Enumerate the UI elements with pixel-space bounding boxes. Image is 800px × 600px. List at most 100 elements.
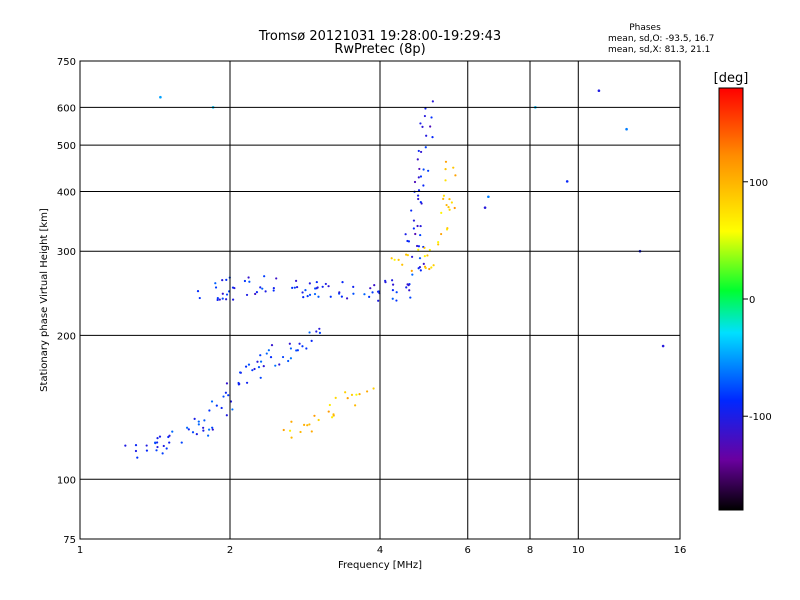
data-point	[321, 285, 324, 288]
colorbar-ticks: 100 0 -100	[743, 178, 772, 423]
data-point	[244, 365, 248, 368]
data-point	[405, 286, 408, 289]
data-point	[428, 248, 431, 252]
data-point	[156, 441, 159, 444]
data-point	[221, 279, 224, 282]
data-point	[290, 436, 293, 439]
data-point	[308, 293, 312, 296]
data-point	[259, 376, 262, 379]
stats-o-line: mean, sd,O: -93.5, 16.7	[608, 34, 714, 44]
data-point	[243, 279, 247, 283]
data-point	[425, 134, 428, 137]
grid	[80, 61, 680, 539]
data-point	[416, 194, 420, 197]
colorbar-tick-label: -100	[749, 412, 772, 423]
data-point	[187, 428, 190, 431]
x-axis-label: Frequency [MHz]	[338, 560, 422, 571]
data-point	[410, 255, 414, 258]
data-point	[216, 297, 219, 300]
data-point	[168, 434, 171, 437]
data-point	[202, 426, 205, 429]
data-point	[310, 339, 313, 342]
data-point	[440, 211, 443, 214]
data-point	[391, 297, 394, 300]
data-point	[161, 452, 164, 455]
data-point	[355, 393, 358, 396]
data-point	[267, 349, 270, 352]
data-point	[257, 366, 261, 369]
data-point	[275, 277, 278, 280]
data-point	[432, 264, 435, 267]
data-point	[165, 447, 168, 450]
data-point	[134, 444, 138, 447]
y-tick-label: 400	[57, 187, 76, 198]
data-point	[247, 363, 251, 366]
data-point	[410, 209, 413, 212]
data-point	[316, 286, 319, 289]
chart-subtitle: RwPretec (8p)	[334, 42, 425, 57]
data-point	[420, 202, 423, 205]
data-point	[448, 197, 451, 201]
data-point	[324, 282, 327, 286]
data-point	[308, 423, 311, 426]
data-point	[180, 441, 183, 444]
stats-x-line: mean, sd,X: 81.3, 21.1	[608, 45, 710, 55]
y-tick-label: 300	[57, 247, 76, 258]
data-point	[198, 296, 201, 300]
data-point	[195, 433, 198, 436]
data-point	[419, 150, 423, 154]
data-point	[327, 285, 330, 288]
data-point	[299, 430, 302, 434]
data-point	[185, 426, 189, 429]
data-point	[334, 396, 337, 400]
data-point	[318, 331, 322, 334]
data-point	[211, 428, 214, 431]
data-point	[411, 273, 414, 276]
data-point	[445, 203, 448, 207]
data-point	[274, 364, 277, 367]
data-point	[418, 167, 421, 171]
data-point	[395, 299, 398, 302]
plot-frame	[79, 60, 681, 540]
data-point	[306, 295, 309, 298]
x-tick-label: 10	[572, 545, 585, 556]
colorbar-tick-label: 0	[749, 295, 755, 306]
data-point	[416, 224, 419, 228]
data-point	[272, 289, 275, 292]
data-point	[301, 291, 304, 294]
data-point	[155, 449, 158, 452]
data-point	[253, 367, 256, 371]
data-point	[437, 240, 440, 244]
data-point	[288, 342, 291, 345]
data-point	[256, 360, 259, 363]
data-point	[162, 444, 165, 448]
stats-header: Phases	[629, 23, 661, 33]
data-point	[422, 168, 425, 171]
data-point	[369, 287, 372, 290]
data-point	[350, 393, 354, 396]
colorbar	[718, 87, 744, 511]
data-point	[301, 345, 304, 348]
data-point	[341, 281, 344, 284]
data-point	[448, 208, 451, 211]
data-point	[371, 291, 374, 294]
data-point	[263, 275, 266, 278]
data-point	[444, 179, 447, 182]
data-point	[197, 423, 200, 426]
data-point	[407, 284, 410, 287]
data-point	[345, 297, 349, 300]
data-point	[261, 287, 264, 290]
data-point	[363, 293, 366, 296]
data-point	[414, 232, 417, 236]
data-point	[156, 445, 159, 449]
data-point	[430, 116, 433, 119]
data-point	[404, 233, 407, 236]
data-point	[422, 184, 425, 187]
data-point	[391, 288, 395, 292]
data-point	[231, 408, 234, 411]
data-point	[145, 444, 148, 447]
data-point	[156, 437, 159, 440]
data-point	[171, 430, 174, 433]
data-point	[269, 355, 273, 359]
data-point	[294, 279, 298, 282]
